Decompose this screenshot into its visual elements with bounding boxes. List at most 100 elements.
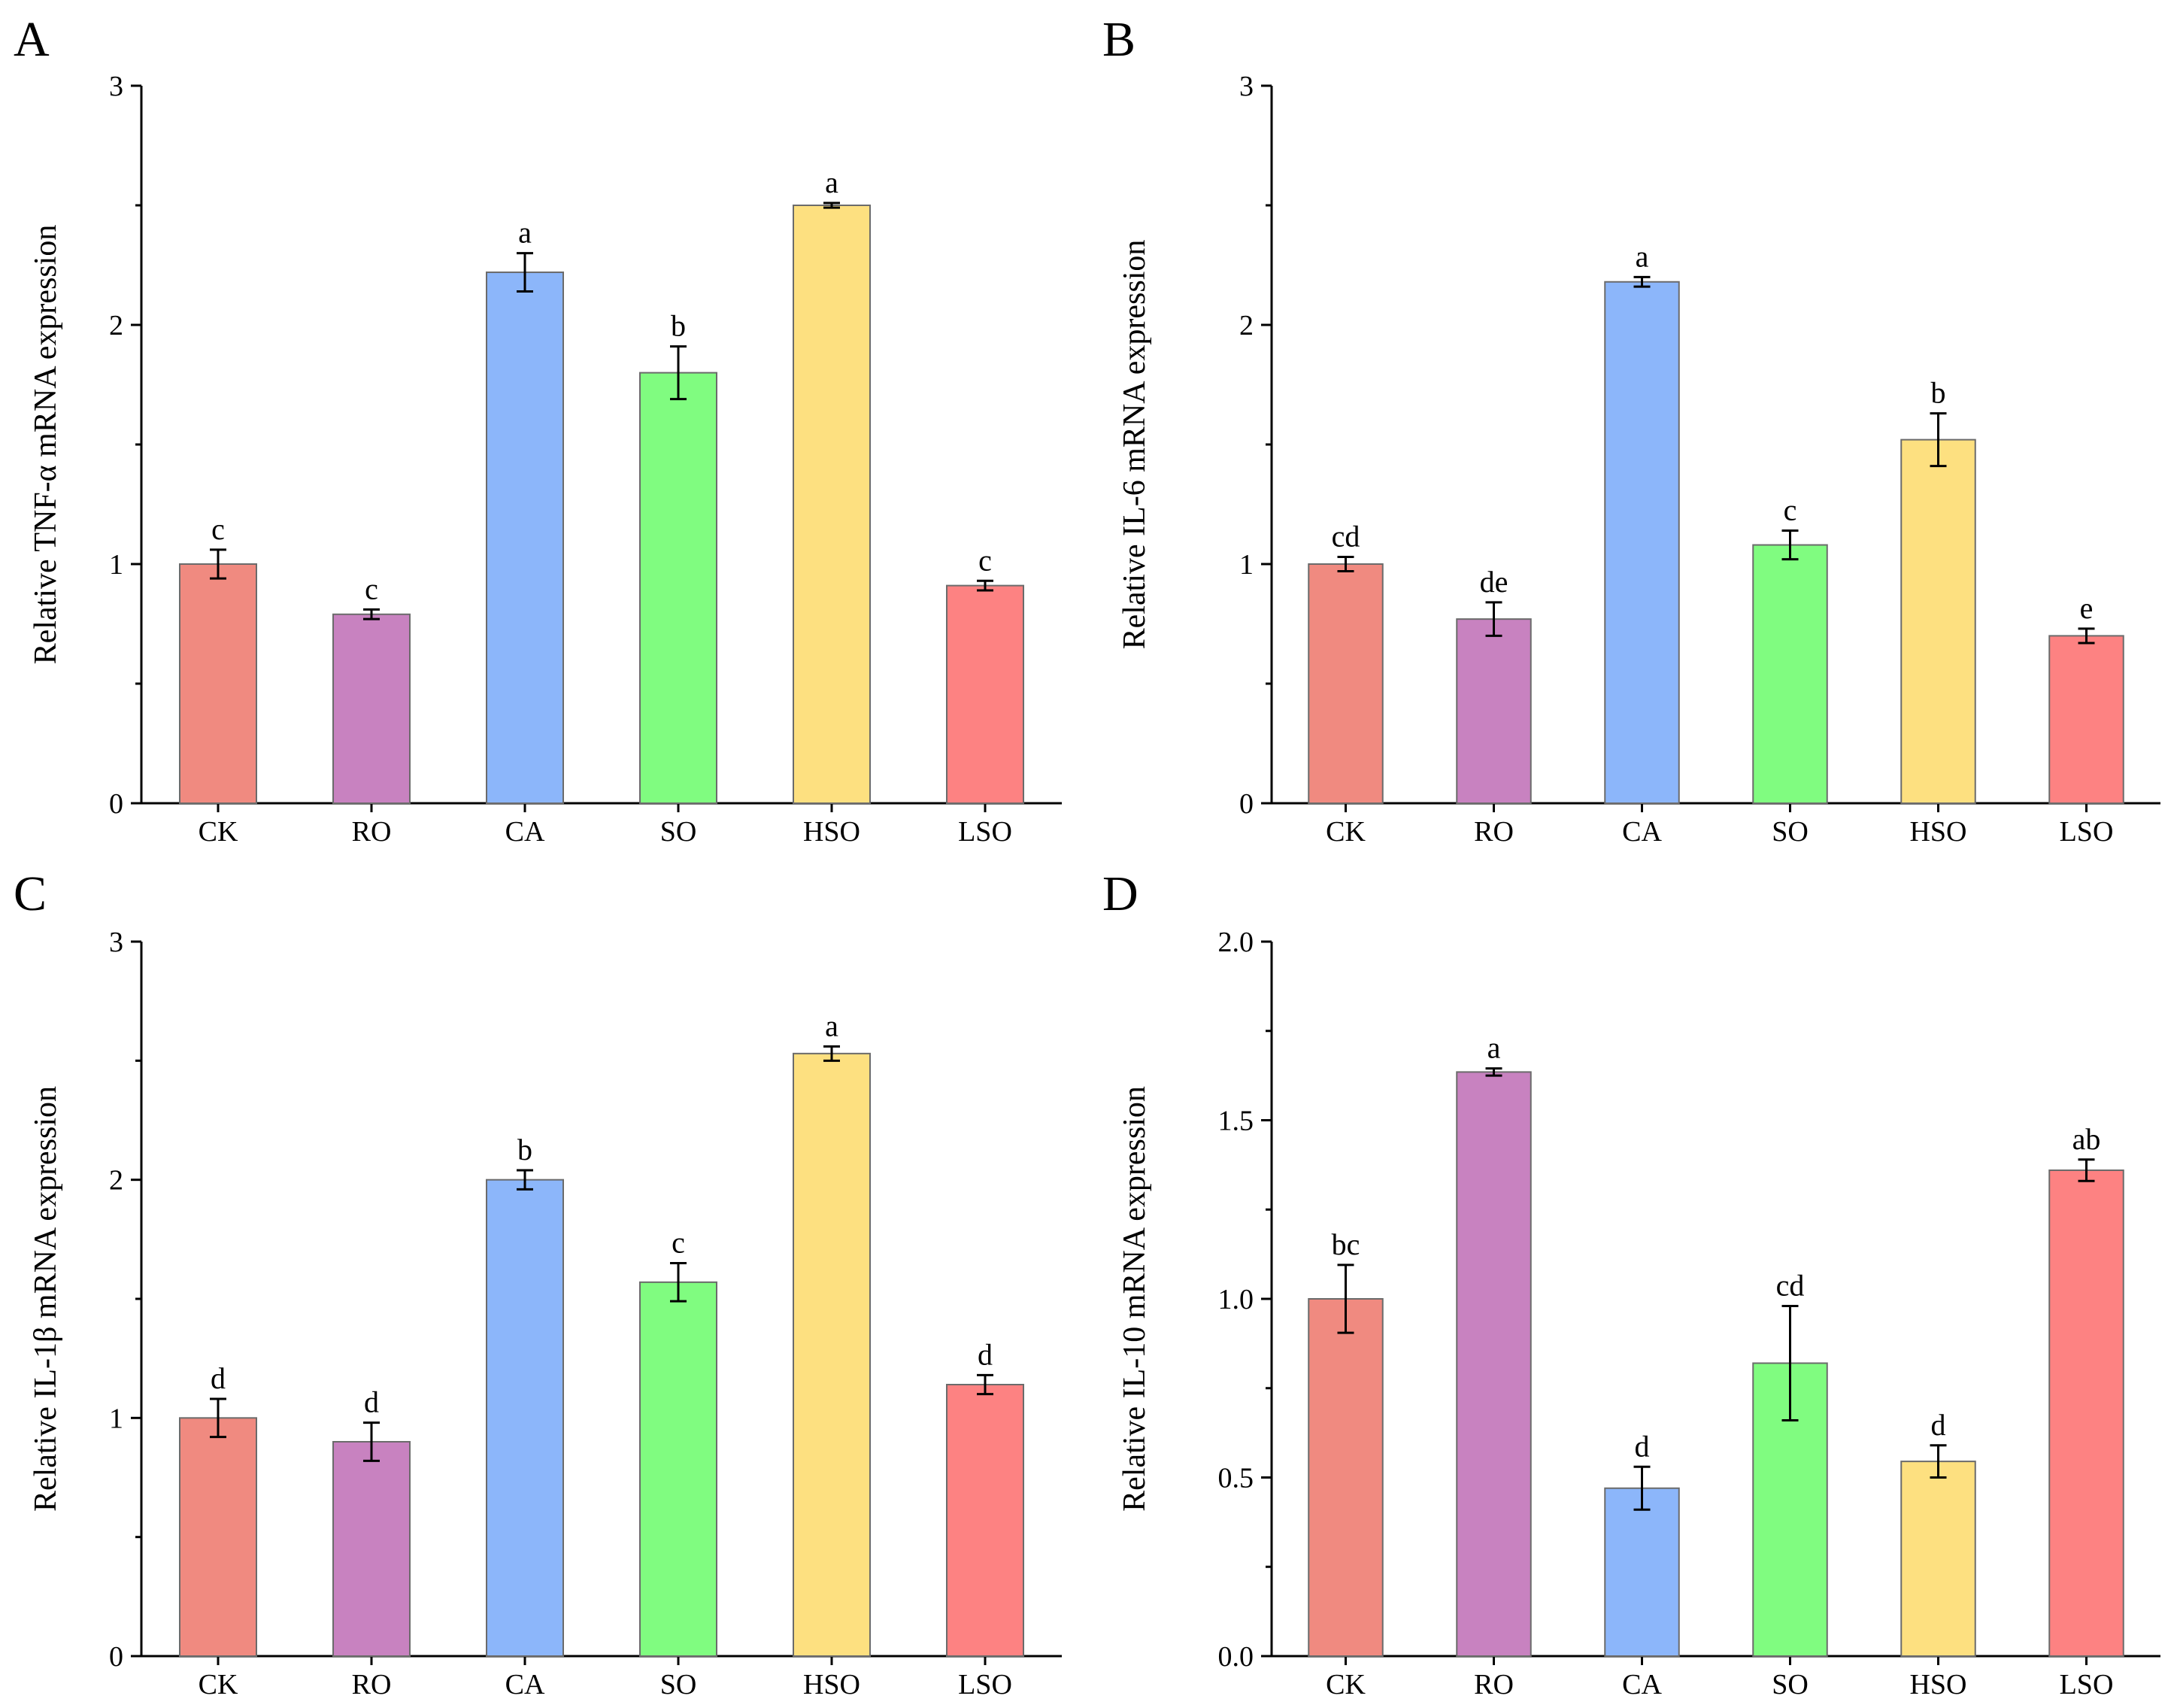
x-tick-label: RO bbox=[1474, 1669, 1514, 1700]
significance-label: a bbox=[1636, 239, 1649, 273]
bar-hso bbox=[793, 205, 871, 804]
significance-label: ab bbox=[2072, 1122, 2101, 1156]
y-tick-label: 1.0 bbox=[1218, 1284, 1254, 1315]
significance-label: c bbox=[1784, 493, 1797, 526]
x-tick-label: SO bbox=[1772, 816, 1809, 848]
significance-label: d bbox=[1635, 1429, 1650, 1463]
y-tick-label: 1 bbox=[1239, 549, 1254, 581]
y-tick-label: 2 bbox=[109, 1165, 123, 1197]
y-tick-label: 0 bbox=[109, 1641, 123, 1673]
significance-label: c bbox=[365, 572, 378, 605]
x-tick-label: CA bbox=[505, 1669, 545, 1700]
y-tick-label: 1 bbox=[109, 549, 123, 581]
significance-label: c bbox=[211, 512, 225, 546]
significance-label: d bbox=[211, 1361, 226, 1395]
significance-label: b bbox=[517, 1133, 532, 1166]
bar-lso bbox=[946, 584, 1024, 804]
chart-panel-a: A 0 1 2 3 Relative TNF-α mRNA expression c CK c R… bbox=[14, 12, 1062, 848]
x-tick-label: HSO bbox=[803, 1669, 860, 1700]
bar-ro bbox=[1456, 1071, 1532, 1657]
chart-panel-d: D 0.0 0.5 1.0 1.5 2.0 Relative IL-10 mRNA expr… bbox=[1102, 866, 2160, 1700]
x-tick-label: LSO bbox=[2060, 1669, 2114, 1700]
x-tick-label: CA bbox=[1622, 816, 1662, 848]
y-tick-label: 3 bbox=[109, 71, 123, 102]
x-tick-label: RO bbox=[352, 1669, 392, 1700]
significance-label: d bbox=[364, 1385, 379, 1419]
bar-ca bbox=[1604, 1487, 1680, 1657]
y-tick-label: 2 bbox=[1239, 310, 1254, 341]
bar-hso bbox=[1900, 438, 1976, 804]
significance-label: cd bbox=[1332, 519, 1360, 553]
x-tick-label: LSO bbox=[958, 1669, 1012, 1700]
y-tick-label: 2 bbox=[109, 310, 123, 341]
significance-label: a bbox=[825, 165, 838, 199]
bar-ca bbox=[1604, 281, 1680, 804]
bar-so bbox=[639, 372, 717, 805]
x-tick-label: CK bbox=[1326, 816, 1366, 848]
y-tick-label: 3 bbox=[109, 927, 123, 958]
bar-ca bbox=[486, 272, 564, 805]
significance-label: e bbox=[2080, 591, 2094, 625]
significance-label: c bbox=[978, 543, 992, 577]
panel-letter: C bbox=[14, 866, 47, 921]
x-tick-label: CA bbox=[505, 816, 545, 848]
x-tick-label: LSO bbox=[2060, 816, 2114, 848]
y-tick-label: 2.0 bbox=[1218, 927, 1254, 958]
significance-label: d bbox=[978, 1337, 993, 1371]
chart-panel-c: C 0 1 2 3 Relative IL-1β mRNA expression d CK d R… bbox=[14, 866, 1062, 1700]
bar-so bbox=[639, 1281, 717, 1657]
significance-label: d bbox=[1931, 1408, 1946, 1442]
bar-ro bbox=[332, 1441, 411, 1657]
significance-label: a bbox=[1487, 1031, 1501, 1065]
bar-ck bbox=[179, 1417, 257, 1657]
significance-label: bc bbox=[1332, 1227, 1360, 1261]
x-tick-label: CK bbox=[199, 1669, 238, 1700]
y-axis-title: Relative IL-10 mRNA expression bbox=[1117, 1086, 1152, 1512]
significance-label: c bbox=[672, 1226, 685, 1260]
y-axis-title: Relative IL-6 mRNA expression bbox=[1117, 240, 1152, 650]
y-tick-label: 0 bbox=[1239, 788, 1254, 820]
y-tick-label: 3 bbox=[1239, 71, 1254, 102]
panel-letter: D bbox=[1102, 866, 1139, 921]
x-tick-label: SO bbox=[1772, 1669, 1809, 1700]
bar-hso bbox=[793, 1052, 871, 1658]
significance-label: a bbox=[518, 216, 532, 250]
bar-ro bbox=[1456, 618, 1532, 805]
bar-lso bbox=[946, 1384, 1024, 1657]
bar-lso bbox=[2048, 1170, 2124, 1657]
y-tick-label: 0 bbox=[109, 788, 123, 820]
x-tick-label: RO bbox=[352, 816, 392, 848]
y-tick-label: 0.0 bbox=[1218, 1641, 1254, 1673]
bar-hso bbox=[1900, 1461, 1976, 1657]
x-tick-label: HSO bbox=[1909, 1669, 1966, 1700]
x-tick-label: CK bbox=[199, 816, 238, 848]
significance-label: b bbox=[671, 309, 686, 343]
bar-ca bbox=[486, 1179, 564, 1657]
y-tick-label: 1 bbox=[109, 1403, 123, 1434]
x-tick-label: SO bbox=[660, 1669, 697, 1700]
significance-label: b bbox=[1931, 376, 1946, 410]
x-tick-label: LSO bbox=[958, 816, 1012, 848]
bar-ro bbox=[332, 613, 411, 805]
bar-ck bbox=[1308, 563, 1384, 804]
significance-label: a bbox=[825, 1009, 838, 1042]
x-tick-label: CA bbox=[1622, 1669, 1662, 1700]
bar-ck bbox=[179, 563, 257, 804]
chart-panel-b: B 0 1 2 3 Relative IL-6 mRNA expression cd CK de… bbox=[1102, 12, 2160, 848]
bar-ck bbox=[1308, 1298, 1384, 1657]
significance-label: de bbox=[1480, 565, 1508, 599]
y-axis-title: Relative TNF-α mRNA expression bbox=[29, 225, 63, 665]
x-tick-label: HSO bbox=[803, 816, 860, 848]
x-tick-label: HSO bbox=[1909, 816, 1966, 848]
panel-letter: B bbox=[1102, 12, 1135, 67]
significance-label: cd bbox=[1776, 1269, 1805, 1303]
y-tick-label: 0.5 bbox=[1218, 1463, 1254, 1494]
x-tick-label: RO bbox=[1474, 816, 1514, 848]
panel-letter: A bbox=[14, 12, 50, 67]
x-tick-label: SO bbox=[660, 816, 697, 848]
y-axis-title: Relative IL-1β mRNA expression bbox=[29, 1086, 63, 1512]
bar-so bbox=[1752, 544, 1828, 804]
x-tick-label: CK bbox=[1326, 1669, 1366, 1700]
bar-lso bbox=[2048, 635, 2124, 805]
